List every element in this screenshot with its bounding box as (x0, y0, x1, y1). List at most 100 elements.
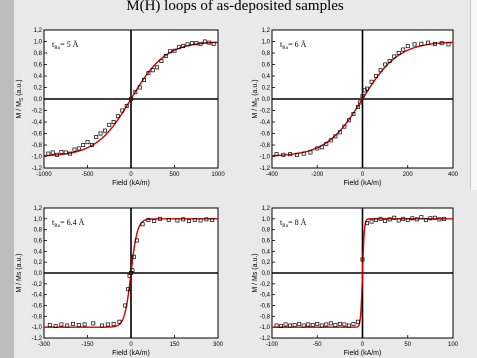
data-point (437, 217, 442, 222)
data-point (181, 217, 186, 222)
y-tick-label: 1,0 (34, 217, 43, 223)
y-tick-label: -1,0 (32, 325, 43, 331)
data-point (342, 124, 347, 129)
data-point (159, 59, 164, 64)
data-point (315, 146, 320, 151)
data-point (369, 219, 374, 224)
x-tick-label: -150 (81, 342, 94, 348)
data-point (432, 41, 437, 46)
data-point (346, 323, 351, 328)
data-point (204, 217, 209, 222)
data-point (426, 40, 431, 45)
data-point (288, 152, 293, 157)
x-tick-label: 0 (129, 172, 133, 178)
data-point (288, 323, 293, 328)
data-point (115, 114, 120, 119)
data-point (346, 118, 351, 123)
x-tick-label: -1000 (36, 172, 52, 178)
data-point (134, 238, 139, 243)
data-point (53, 324, 58, 329)
data-point (126, 287, 131, 292)
data-point (324, 141, 329, 146)
chart-8A: -1,2 -1,0 -0,8 -0,6 -0,4 -0,2 0,0 0,2 0,4 0,6 0,8 1… (250, 195, 465, 358)
data-point (198, 218, 203, 223)
data-point (439, 41, 444, 46)
data-point (146, 71, 151, 76)
data-point (294, 152, 299, 157)
data-point (59, 322, 64, 327)
chart-5A: -1,2 -1,0 -0,8 -0,6 -0,4 -0,2 0,0 0,2 0,4 0,6 0,8 1… (14, 20, 229, 190)
data-point (369, 79, 374, 84)
sample-label: tRu= 6.4 Å (52, 218, 85, 229)
data-point (378, 216, 383, 221)
data-point (175, 218, 180, 223)
y-tick-label: 0,2 (34, 260, 43, 266)
data-point (365, 221, 369, 226)
y-tick-label: 0,4 (34, 74, 43, 80)
data-point (150, 68, 155, 73)
data-point (181, 44, 186, 49)
data-point (137, 85, 142, 90)
data-point (85, 140, 90, 145)
data-point (123, 303, 128, 308)
data-point (306, 322, 311, 327)
x-axis-label: Field (kA/m) (112, 350, 150, 357)
data-point (405, 217, 410, 222)
y-tick-label: 0,6 (34, 239, 43, 245)
data-point (117, 319, 122, 324)
y-tick-label: 0,6 (34, 63, 43, 69)
data-point (392, 54, 397, 59)
x-tick-label: 500 (169, 172, 180, 178)
y-tick-label: -0,2 (260, 109, 271, 115)
x-axis-label: Field (kA/m) (112, 180, 150, 187)
data-point (360, 94, 365, 99)
x-tick-label: -300 (38, 342, 51, 348)
y-tick-label: -0,6 (260, 304, 271, 310)
data-point (392, 215, 397, 220)
data-point (423, 217, 428, 222)
data-point (319, 145, 324, 150)
y-tick-label: -0,2 (260, 282, 271, 288)
data-point (374, 74, 379, 78)
y-tick-label: -1,0 (260, 155, 271, 161)
data-point (333, 323, 338, 327)
data-point (365, 86, 369, 91)
data-point (140, 222, 145, 227)
data-point (360, 257, 365, 262)
data-point (163, 53, 168, 58)
chart-6A: -1,2 -1,0 -0,8 -0,6 -0,4 -0,2 0,0 0,2 0,4 0,6 0,8 1… (250, 20, 465, 190)
data-point (203, 39, 207, 44)
x-tick-label: 0 (361, 172, 365, 178)
data-point (124, 103, 129, 108)
data-point (194, 41, 199, 46)
data-point (111, 120, 116, 124)
y-tick-label: -0,8 (260, 314, 271, 320)
y-axis-label: M / Ms (a.u.) (252, 253, 259, 292)
data-point (89, 143, 94, 147)
data-point (419, 215, 424, 220)
data-point (428, 216, 433, 221)
y-tick-label: 1,0 (34, 40, 43, 46)
data-point (410, 216, 415, 221)
y-axis-label: M / MS (a.u.) (16, 79, 25, 118)
sample-label: tRu= 8 Å (280, 218, 307, 229)
y-tick-label: -0,4 (260, 293, 271, 299)
data-point (419, 41, 424, 46)
x-tick-label: 100 (448, 342, 459, 348)
y-tick-label: -0,6 (32, 304, 43, 310)
data-point (72, 147, 77, 152)
y-tick-label: 0,2 (34, 86, 43, 92)
x-axis-label: Field (kA/m) (344, 350, 382, 357)
data-point (185, 42, 190, 47)
scrollbar[interactable] (470, 0, 477, 190)
x-tick-label: -100 (266, 342, 279, 348)
data-point (351, 321, 356, 326)
data-point (81, 143, 86, 147)
data-point (76, 323, 81, 327)
data-point (442, 216, 446, 221)
data-point (396, 218, 401, 223)
y-tick-label: 0,4 (34, 249, 43, 255)
data-point (401, 47, 406, 52)
y-tick-label: -0,4 (260, 120, 271, 126)
data-point (91, 321, 96, 326)
